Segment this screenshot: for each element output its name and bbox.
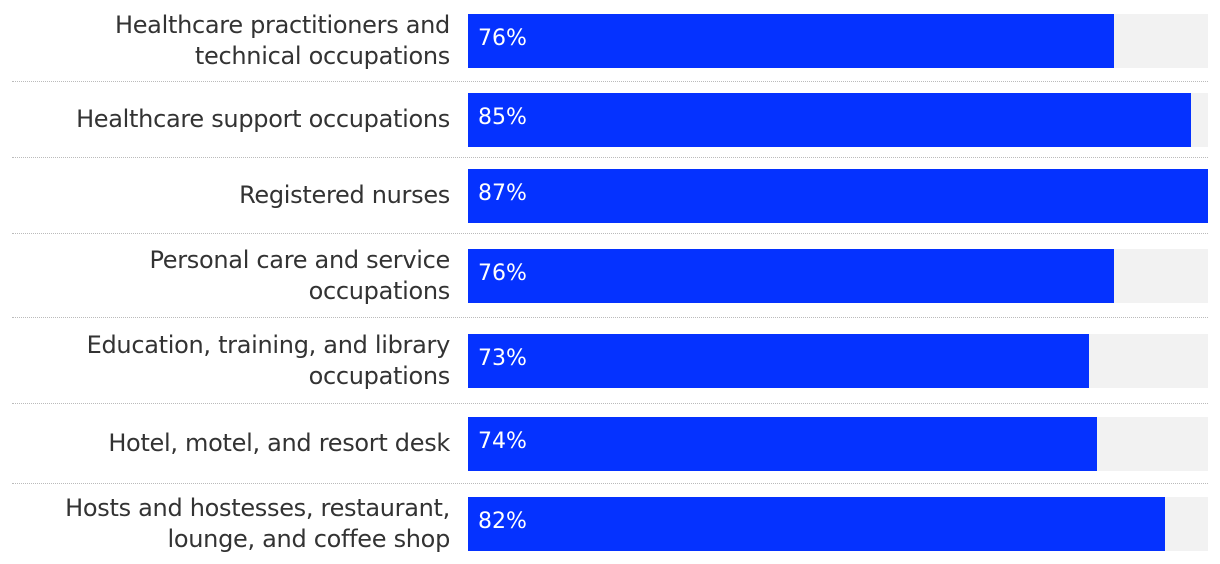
value-label: 85% [478,104,527,130]
bar [468,497,1166,551]
value-label: 76% [478,260,527,286]
bar-track: 74% [468,416,1208,471]
bar-row: Registered nurses 87% [12,158,1208,234]
bar [468,13,1115,68]
bar [468,168,1208,223]
bar-track: 76% [468,248,1208,303]
value-label: 74% [478,428,527,454]
bar [468,248,1115,303]
bar-row: Personal care and service occupations 76% [12,234,1208,318]
bar-track: 82% [468,497,1208,551]
category-label: Hosts and hostesses, restaurant, lounge,… [65,494,450,553]
bar-track: 73% [468,333,1208,388]
category-label: Healthcare practitioners and technical o… [114,10,450,70]
value-label: 87% [478,180,527,206]
bar-track: 76% [468,13,1208,68]
bar-track: 85% [468,92,1208,147]
bar-row: Hosts and hostesses, restaurant, lounge,… [12,484,1208,564]
bar-row: Education, training, and library occupat… [12,318,1208,404]
bar-track: 87% [468,168,1208,223]
bar [468,92,1191,147]
category-label: Hotel, motel, and resort desk [108,429,450,457]
category-label: Personal care and service occupations [149,245,450,305]
bar-row: Hotel, motel, and resort desk 74% [12,404,1208,484]
bar [468,333,1089,388]
bar-row: Healthcare support occupations 85% [12,82,1208,158]
value-label: 73% [478,345,527,371]
category-label: Healthcare support occupations [76,105,450,133]
bar-row: Healthcare practitioners and technical o… [12,0,1208,82]
category-label: Education, training, and library occupat… [86,330,451,390]
bar [468,416,1098,471]
value-label: 76% [478,25,527,51]
category-label: Registered nurses [239,181,450,209]
value-label: 82% [478,509,527,534]
